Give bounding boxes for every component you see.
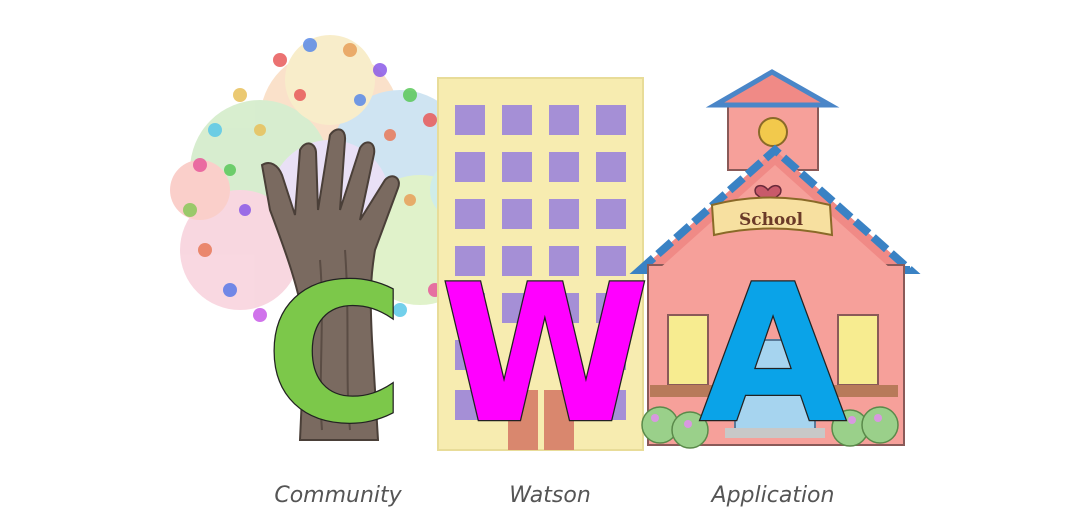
- logo-artwork: School C W A: [170, 35, 921, 460]
- school-sign-text: School: [739, 210, 804, 230]
- caption-application: Application: [711, 483, 835, 508]
- caption-community: Community: [274, 483, 402, 508]
- letter-a: A: [699, 244, 846, 460]
- caption-watson: Watson: [509, 483, 591, 508]
- letter-c: C: [265, 244, 404, 460]
- building-icon: [437, 77, 644, 451]
- schoolhouse-icon: School: [629, 69, 921, 449]
- letter-w: W: [440, 244, 650, 460]
- caption-row: Community Watson Application: [0, 475, 1080, 520]
